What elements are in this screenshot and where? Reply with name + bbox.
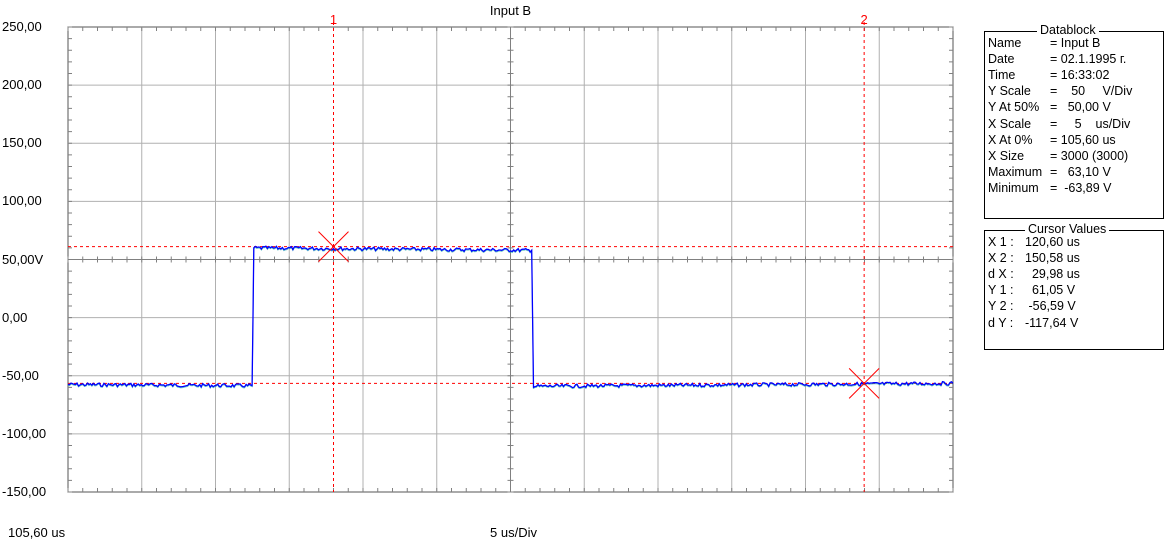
cursor-1-label: 1 [330,12,337,27]
y-tick-label: 150,00 [2,135,42,151]
datablock-value: = Input B [1050,36,1101,50]
datablock-value: = 3000 (3000) [1050,148,1129,163]
cursor-values-key: Y 2 : [988,299,1014,314]
cursor-values-key: Y 1 : [988,283,1014,298]
cursor-values-row: d X : 29,98 us [988,267,1080,282]
datablock-key: Y At 50% [988,100,1040,115]
cursor-values-value: 61,05 V [1025,283,1076,298]
y-tick-label: 250,00 [2,19,42,34]
cursor-values-row: d Y : -117,64 V [988,315,1078,330]
cursor-values-value: -56,59 V [1025,299,1076,314]
datablock-row: Y Scale = 50 V/Div [988,84,1132,99]
y-tick-label: 0,00 [2,309,28,325]
datablock-row: Minimum = -63,89 V [988,180,1112,195]
cursor-values-key: d X : [988,267,1014,282]
datablock-row: Name = Input B [988,36,1100,50]
cursor-values-panel: Cursor Values X 1 : 120,60 us X 2 : 150,58 … [984,222,1164,350]
x-scale-label: 5 us/Div [490,525,537,540]
datablock-panel: Datablock Name = Input B Date = 02.1.1995 г… [984,23,1164,219]
datablock-key: X At 0% [988,132,1033,147]
cursor-2-marker [848,368,880,399]
y-tick-label: 50,00V [2,251,44,267]
datablock-row: Date = 02.1.1995 г. [988,52,1126,67]
datablock-row: X Size = 3000 (3000) [988,148,1128,163]
datablock-row: Y At 50% = 50,00 V [988,100,1111,115]
datablock-key: X Size [988,148,1025,163]
cursor-values-title: Cursor Values [1025,222,1110,236]
datablock-key: Y Scale [988,84,1031,99]
y-tick-label: -100,00 [2,425,47,441]
datablock-value: = 02.1.1995 г. [1050,52,1127,67]
datablock-title: Datablock [1037,23,1099,37]
cursor-values-value: 150,58 us [1025,251,1080,266]
cursor-values-key: d Y : [988,315,1014,330]
cursor-values-row: Y 1 : 61,05 V [988,283,1075,298]
y-tick-label: -150,00 [2,484,47,499]
cursor-values-row: X 1 : 120,60 us [988,235,1080,249]
cursor-2-label: 2 [861,12,868,27]
chart-title: Input B [490,3,531,18]
y-tick-label: 100,00 [2,193,42,209]
y-tick-label: -50,00 [2,367,39,383]
datablock-value: = 63,10 V [1050,164,1111,179]
signal-trace [67,245,954,389]
cursor-values-key: X 2 : [988,251,1014,266]
y-tick-label: 200,00 [2,77,42,93]
datablock-key: Date [988,52,1015,67]
datablock-key: Name [988,36,1022,50]
x-start-label: 105,60 us [8,525,66,540]
datablock-value: = 50,00 V [1050,100,1111,115]
datablock-row: X At 0% = 105,60 us [988,132,1116,147]
cursor-values-value: 120,60 us [1025,235,1080,249]
datablock-value: = -63,89 V [1050,180,1112,195]
datablock-value: = 105,60 us [1050,132,1116,147]
datablock-value: = 50 V/Div [1050,84,1133,99]
datablock-row: Time = 16:33:02 [988,68,1109,83]
datablock-key: Maximum [988,164,1043,179]
datablock-value: = 16:33:02 [1050,68,1110,83]
datablock-row: X Scale = 5 us/Div [988,116,1130,131]
datablock-key: X Scale [988,116,1032,131]
cursor-values-row: X 2 : 150,58 us [988,251,1080,266]
signal-trace-shadow [67,246,954,390]
cursor-1-marker [318,231,349,263]
cursor-values-value: 29,98 us [1025,267,1080,282]
datablock-key: Minimum [988,180,1039,195]
cursor-values-row: Y 2 : -56,59 V [988,299,1076,314]
cursor-values-key: X 1 : [988,235,1014,249]
datablock-row: Maximum = 63,10 V [988,164,1111,179]
datablock-value: = 5 us/Div [1050,116,1131,131]
cursor-values-value: -117,64 V [1025,315,1079,330]
y-unit-marker: V [34,251,44,267]
datablock-key: Time [988,68,1016,83]
oscilloscope-chart: Input B 1 2 105,60 us 5 us/Div [8,3,954,540]
